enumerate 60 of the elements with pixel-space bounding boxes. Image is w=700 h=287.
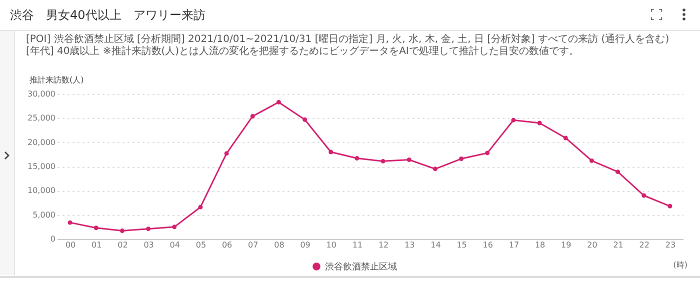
- point: [250, 114, 255, 118]
- point: [302, 117, 308, 122]
- x-tick-label: 17: [508, 240, 520, 250]
- y-axis-title: 推計来訪数(人): [30, 76, 84, 84]
- x-tick-label: 12: [378, 240, 389, 250]
- x-tick-label: 06: [222, 240, 232, 250]
- point: [589, 158, 594, 163]
- x-tick-label: 14: [430, 240, 441, 250]
- x-tick-label: 20: [587, 240, 598, 250]
- point: [68, 220, 72, 225]
- point: [172, 224, 177, 230]
- point: [198, 204, 203, 210]
- x-tick-label: 04: [170, 240, 180, 250]
- x-tick-label: 23: [665, 240, 676, 250]
- x-tick-label: 10: [326, 240, 336, 250]
- point: [616, 170, 620, 174]
- y-tick-label: 5,000: [32, 210, 56, 220]
- x-tick-label: 15: [456, 240, 467, 250]
- chart-subtitle: [POI] 渋谷飲酒禁止区域 [分析期間] 2021/10/01~2021/10/31 [曜日の指定] 月, 火, 水, 木, 金, 土, 日 [分析対象] すべての来訪 (通行人を含む) [年代] 40歳以上 ※推計来訪数(人)とは人流の変化を把握するためにビッグデータをAIで処理して推計した目安の数値です。: [26, 34, 670, 58]
- point: [94, 226, 98, 230]
- y-tick-label: 10,000: [28, 186, 56, 196]
- x-tick-label: 07: [248, 240, 258, 250]
- point: [120, 228, 124, 234]
- x-tick-label: 05: [196, 240, 206, 250]
- y-tick-label: 20,000: [28, 138, 56, 147]
- x-tick-label: 22: [639, 240, 650, 250]
- x-tick-label: 00: [65, 240, 76, 250]
- x-tick-label: 01: [92, 240, 102, 250]
- point: [328, 150, 334, 154]
- y-tick-label: 0: [50, 234, 56, 244]
- x-tick-label: 16: [482, 240, 493, 250]
- x-axis-title: (時): [673, 260, 688, 270]
- point: [380, 158, 386, 164]
- point: [668, 204, 672, 208]
- point: [537, 120, 542, 126]
- point: [224, 151, 229, 156]
- point: [432, 166, 438, 172]
- x-tick-label: 03: [144, 240, 154, 250]
- point: [485, 150, 490, 156]
- x-tick-label: 08: [274, 240, 284, 250]
- chart-title: 渋谷 男女40代以上 アワリー来訪: [10, 7, 206, 24]
- point: [406, 158, 412, 162]
- point: [146, 226, 151, 232]
- x-tick-label: 13: [404, 240, 415, 250]
- y-tick-label: 30,000: [28, 90, 56, 98]
- point: [276, 100, 281, 104]
- point: [459, 156, 464, 161]
- point: [642, 193, 646, 198]
- x-tick-label: 11: [352, 240, 363, 250]
- point: [563, 136, 568, 140]
- x-tick-label: 21: [613, 240, 624, 250]
- x-tick-label: 09: [300, 240, 310, 250]
- x-tick-label: 19: [561, 240, 572, 250]
- y-tick-label: 15,000: [28, 162, 56, 171]
- legend-label: 渋谷飲酒禁止区域: [325, 262, 397, 272]
- y-tick-label: 25,000: [28, 114, 56, 123]
- x-tick-label: 18: [534, 240, 546, 250]
- x-tick-label: 02: [118, 240, 128, 250]
- point: [354, 156, 360, 161]
- point: [511, 118, 516, 122]
